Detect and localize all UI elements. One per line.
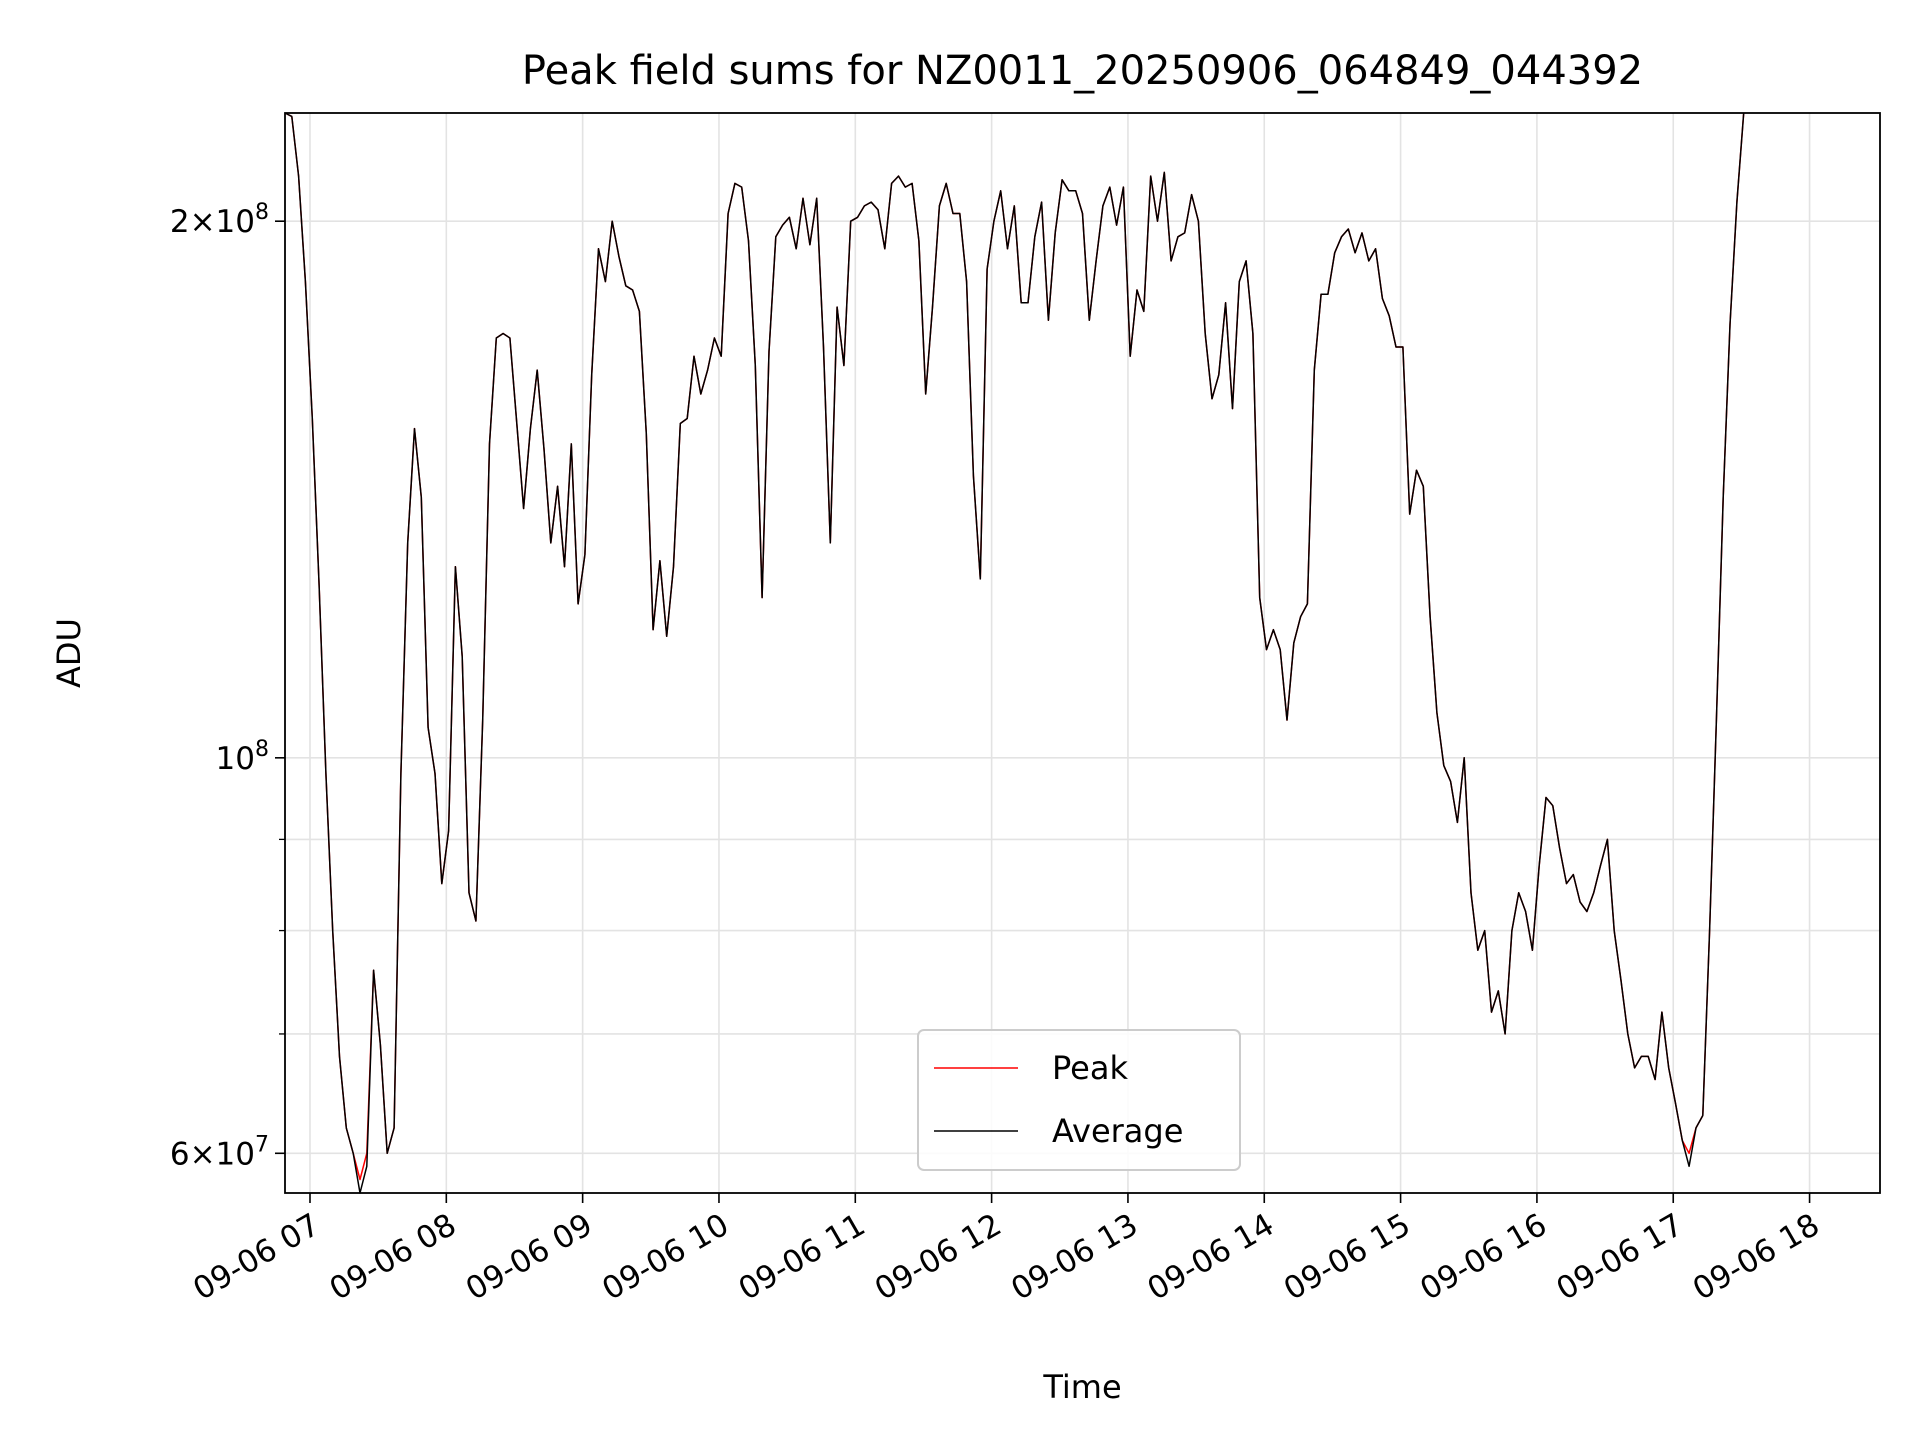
gridlines	[285, 113, 1880, 1193]
plot-lines	[284, 112, 1745, 1194]
x-axis-label: Time	[1042, 1368, 1121, 1406]
series-line-average	[284, 112, 1745, 1194]
legend-label-peak: Peak	[1052, 1049, 1128, 1087]
y-axis-label: ADU	[50, 618, 88, 688]
y-tick-label: 108	[216, 737, 269, 777]
y-tick-label: 2×108	[170, 200, 269, 240]
chart-title: Peak field sums for NZ0011_20250906_0648…	[522, 48, 1643, 94]
y-axis-ticks: 6×107 108 2×108	[170, 200, 285, 1172]
legend-label-average: Average	[1052, 1112, 1183, 1150]
legend: Peak Average	[917, 1029, 1241, 1171]
axes-frame	[284, 112, 1881, 1194]
y-tick-label: 6×107	[170, 1132, 269, 1172]
legend-box	[917, 1029, 1241, 1171]
